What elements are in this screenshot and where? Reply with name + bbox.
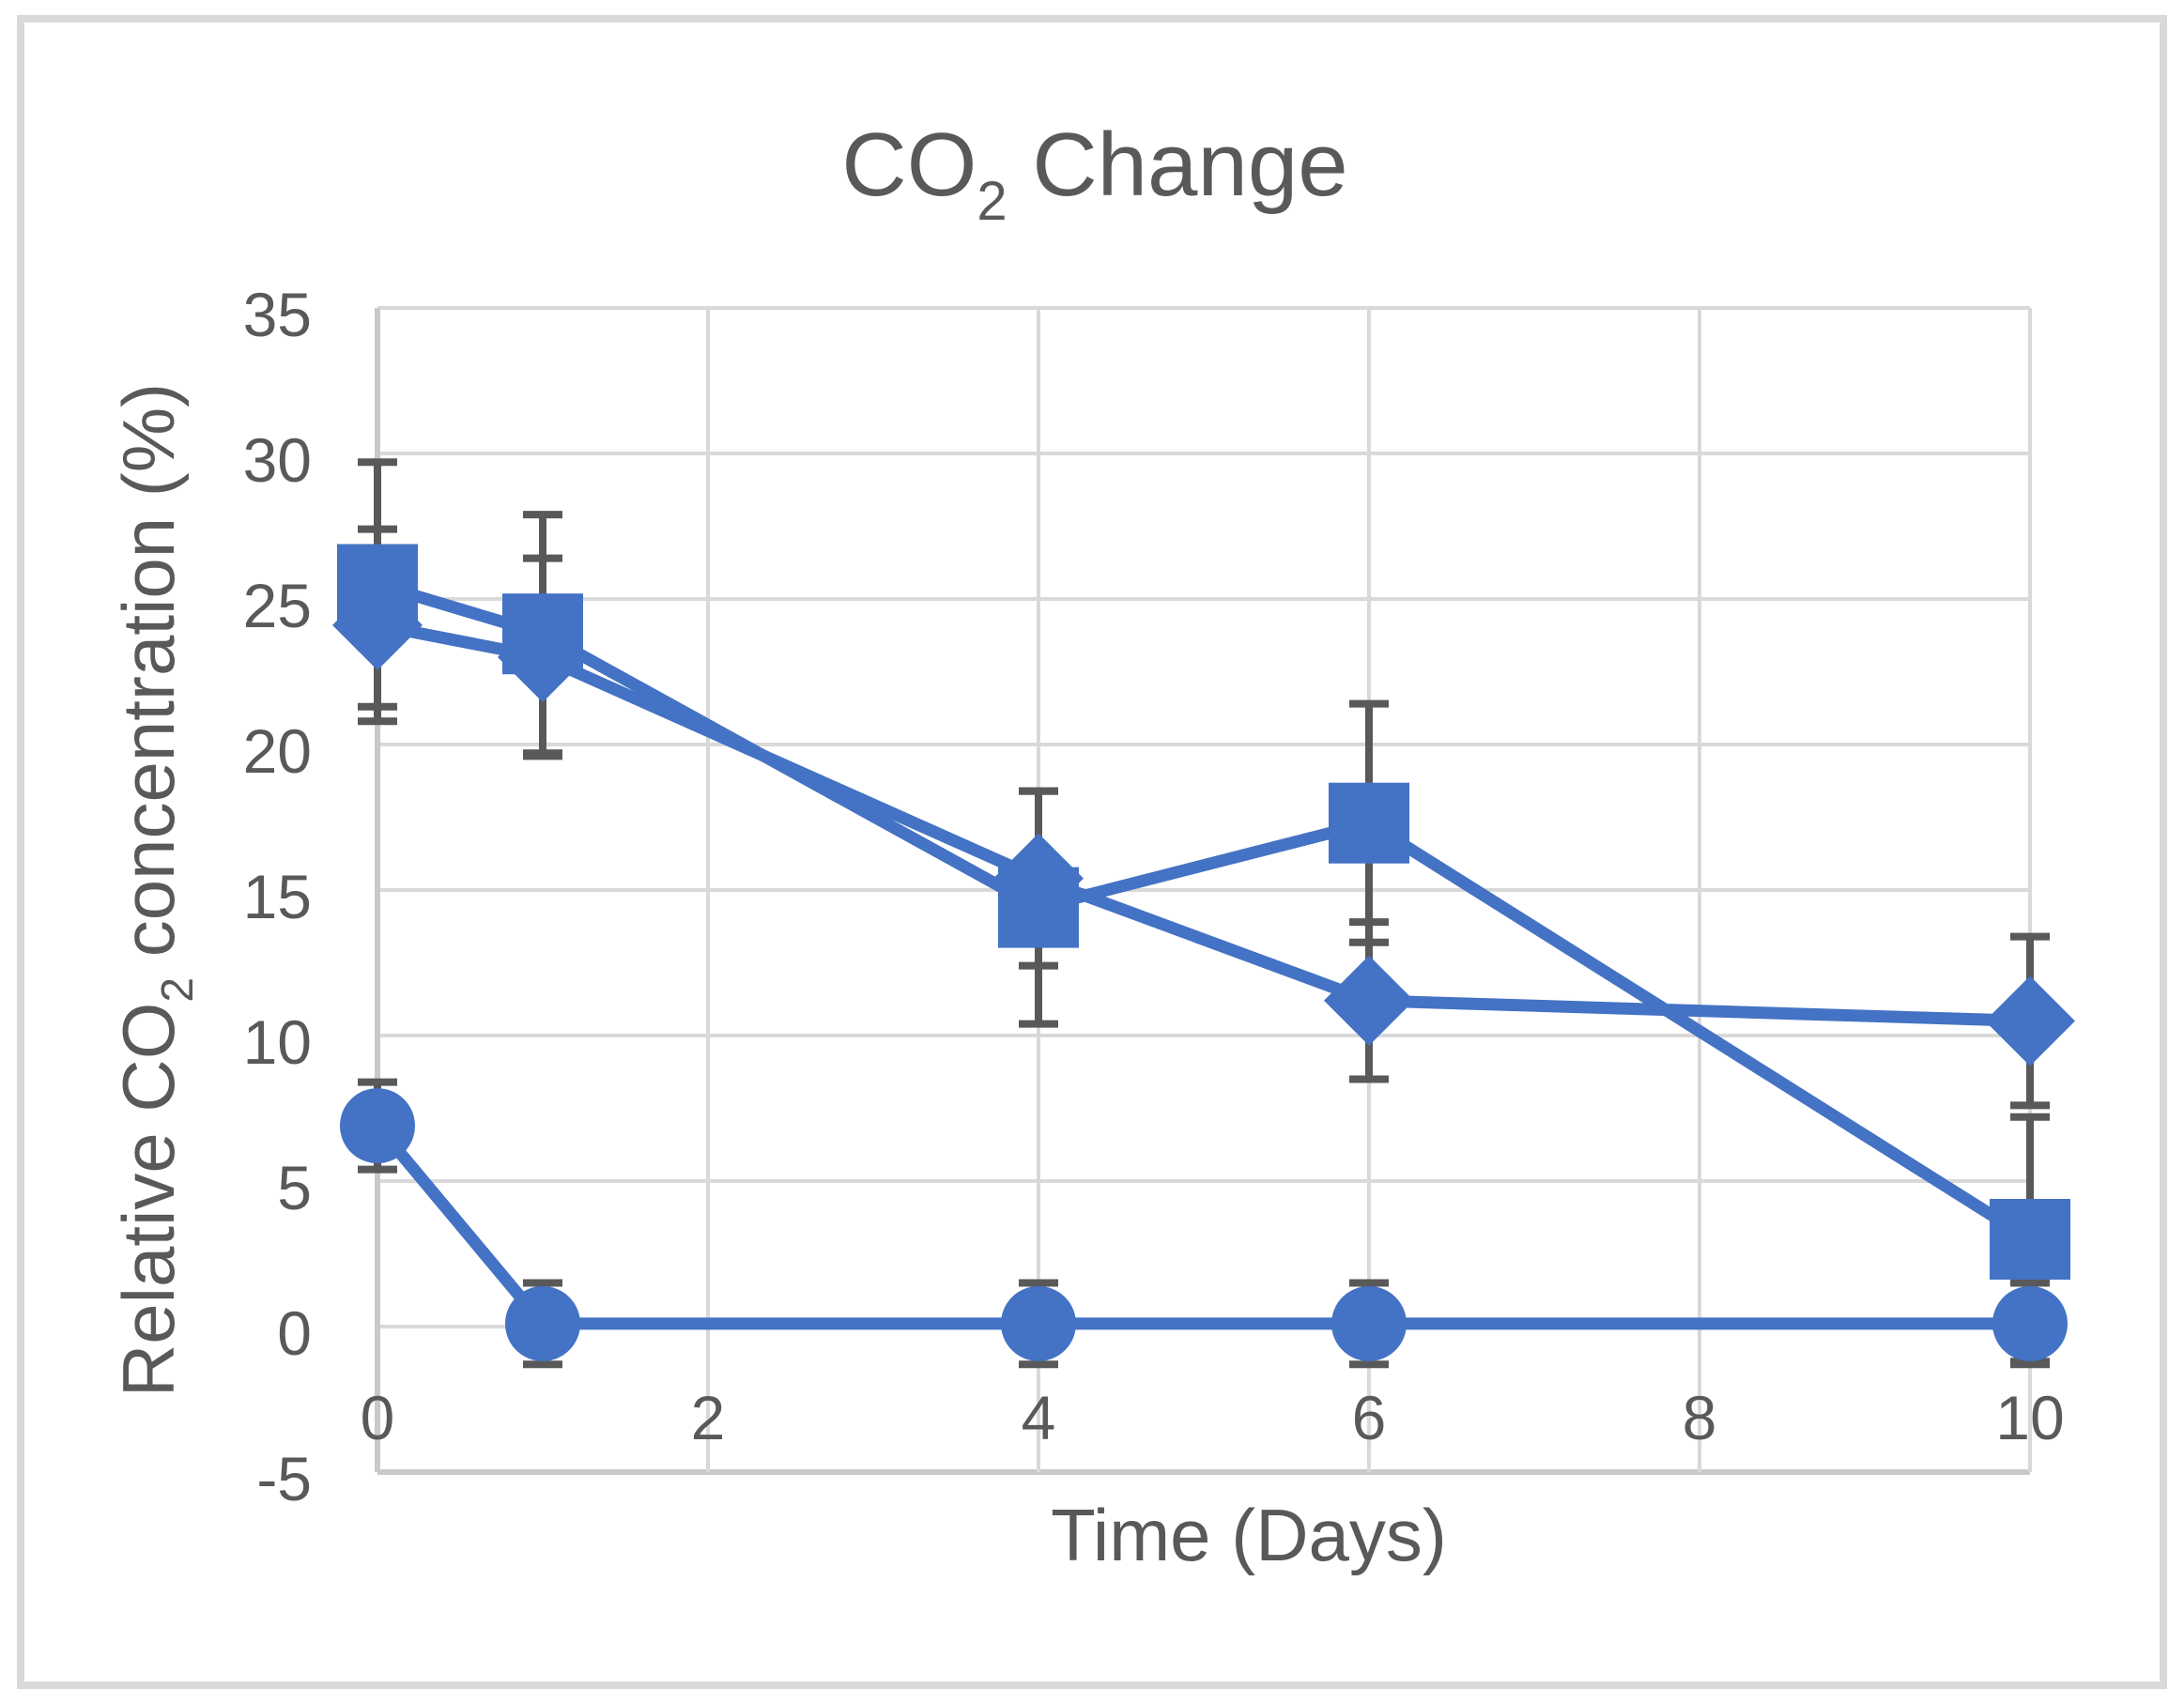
tick-labels: -5 0 5 10 15 20 25 30 35 0 2 4 6 8 10: [243, 280, 2065, 1513]
y-axis-title: Relative CO2 concentration (%): [107, 383, 203, 1397]
x-tick-label-6: 6: [1352, 1383, 1387, 1452]
x-tick-label-10: 10: [1995, 1383, 2064, 1452]
x-tick-label-4: 4: [1022, 1383, 1056, 1452]
y-tick-label-0: 0: [277, 1298, 312, 1368]
marker-circle-day10: [1992, 1285, 2068, 1361]
x-tick-label-2: 2: [691, 1383, 726, 1452]
y-tick-label-15: 15: [243, 862, 312, 931]
marker-square-day6: [1329, 782, 1409, 864]
chart-title-suffix: Change: [1007, 115, 1348, 215]
x-tick-label-8: 8: [1683, 1383, 1717, 1452]
y-tick-label-30: 30: [243, 425, 312, 495]
series-layer: [332, 544, 2075, 1361]
x-axis-title: Time (Days): [1051, 1494, 1447, 1576]
marker-square-day4: [998, 867, 1079, 948]
y-tick-label-25: 25: [243, 571, 312, 640]
marker-circle-day1: [505, 1285, 580, 1361]
marker-diamond-day10: [1985, 975, 2075, 1067]
y-tick-label-5: 5: [277, 1153, 312, 1222]
series-line-square: [376, 578, 2034, 1245]
marker-square-day1: [502, 593, 583, 675]
chart-title-subscript: 2: [977, 171, 1007, 232]
y-axis-title-prefix: Relative CO: [107, 1003, 190, 1397]
marker-circle-day4: [1001, 1285, 1076, 1361]
y-tick-label--5: -5: [256, 1444, 312, 1513]
chart-title-prefix: CO: [841, 115, 977, 215]
chart-title: CO2 Change: [841, 115, 1347, 232]
y-axis-title-subscript: 2: [153, 977, 203, 1003]
series-line-circle: [373, 1121, 2030, 1330]
gridlines: [375, 306, 2032, 1475]
marker-circle-day6: [1331, 1285, 1407, 1361]
y-tick-label-20: 20: [243, 716, 312, 786]
y-tick-label-10: 10: [243, 1007, 312, 1077]
marker-square-day0: [337, 544, 418, 625]
marker-diamond-day6: [1324, 955, 1414, 1046]
y-axis-title-suffix: concentration (%): [107, 383, 190, 977]
y-tick-label-35: 35: [243, 280, 312, 349]
marker-square-day10: [1990, 1199, 2070, 1280]
marker-circle-day0: [340, 1088, 415, 1164]
x-tick-label-0: 0: [361, 1383, 395, 1452]
